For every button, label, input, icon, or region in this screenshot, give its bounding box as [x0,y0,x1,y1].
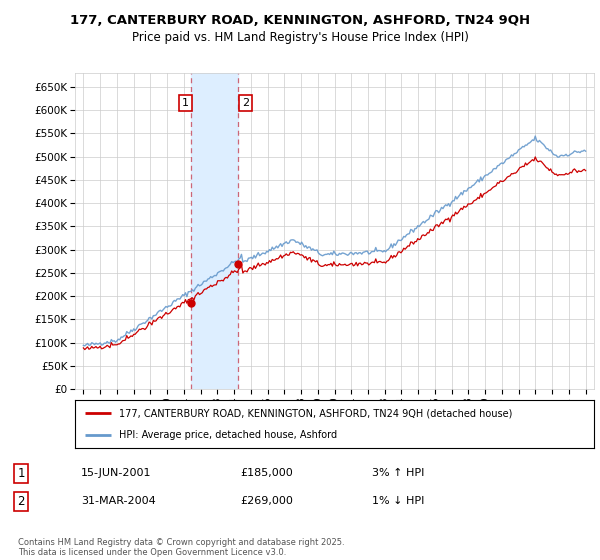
Text: 1: 1 [182,98,189,108]
Text: Price paid vs. HM Land Registry's House Price Index (HPI): Price paid vs. HM Land Registry's House … [131,31,469,44]
Text: £269,000: £269,000 [240,496,293,506]
Bar [191,73,238,389]
Text: 177, CANTERBURY ROAD, KENNINGTON, ASHFORD, TN24 9QH (detached house): 177, CANTERBURY ROAD, KENNINGTON, ASHFOR… [119,408,512,418]
Text: HPI: Average price, detached house, Ashford: HPI: Average price, detached house, Ashf… [119,430,337,440]
Text: 2: 2 [17,494,25,508]
Text: 3% ↑ HPI: 3% ↑ HPI [372,468,424,478]
Text: 15-JUN-2001: 15-JUN-2001 [81,468,151,478]
Text: 1% ↓ HPI: 1% ↓ HPI [372,496,424,506]
Text: 177, CANTERBURY ROAD, KENNINGTON, ASHFORD, TN24 9QH: 177, CANTERBURY ROAD, KENNINGTON, ASHFOR… [70,14,530,27]
Text: £185,000: £185,000 [240,468,293,478]
Text: 31-MAR-2004: 31-MAR-2004 [81,496,156,506]
Text: 1: 1 [17,466,25,480]
Text: 2: 2 [242,98,250,108]
Text: Contains HM Land Registry data © Crown copyright and database right 2025.
This d: Contains HM Land Registry data © Crown c… [18,538,344,557]
